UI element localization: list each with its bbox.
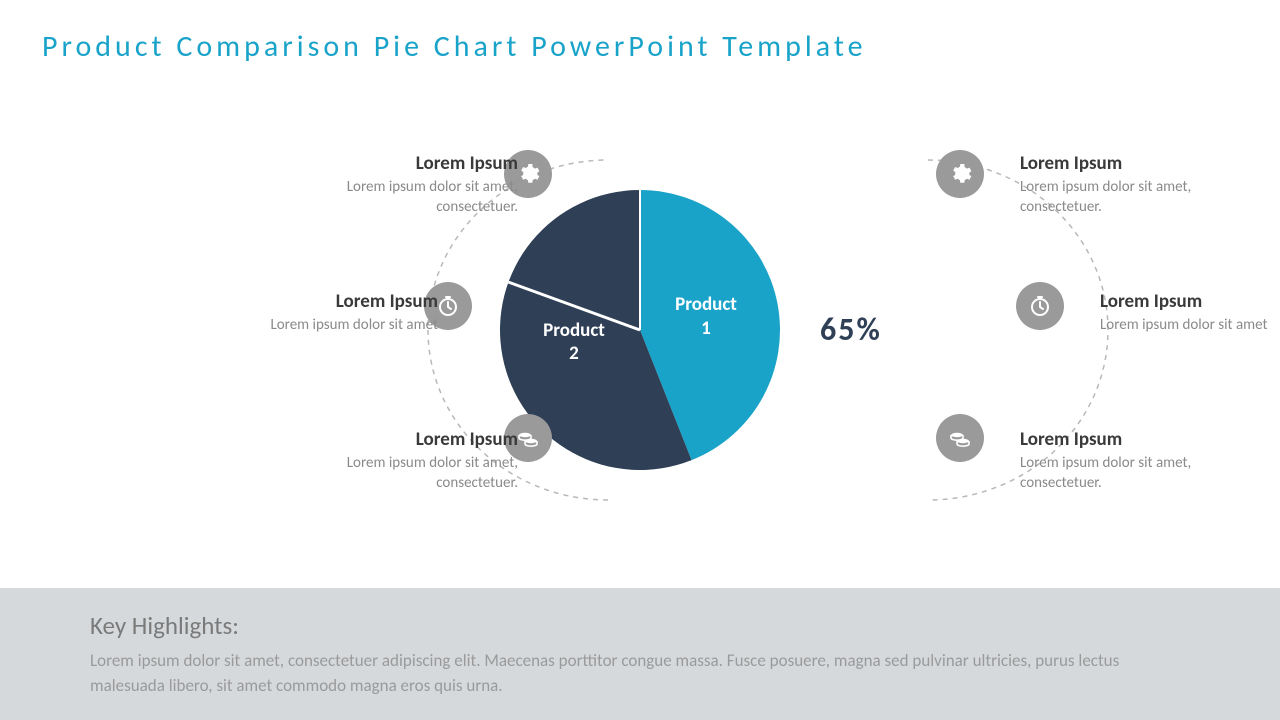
footer-title: Key Highlights:	[90, 610, 1190, 641]
callout-right-1: Lorem IpsumLorem ipsum dolor sit amet	[1100, 290, 1280, 335]
footer-body: Lorem ipsum dolor sit amet, consectetuer…	[90, 649, 1190, 698]
callout-title: Lorem Ipsum	[188, 290, 438, 313]
callout-body: Lorem ipsum dolor sit amet, consectetuer…	[268, 177, 518, 218]
gear-icon	[936, 150, 984, 198]
footer-bar: Key Highlights: Lorem ipsum dolor sit am…	[0, 588, 1280, 720]
callout-left-0: Lorem IpsumLorem ipsum dolor sit amet, c…	[268, 152, 518, 218]
callout-right-2: Lorem IpsumLorem ipsum dolor sit amet, c…	[1020, 428, 1270, 494]
callout-left-1: Lorem IpsumLorem ipsum dolor sit amet	[188, 290, 438, 335]
callout-body: Lorem ipsum dolor sit amet	[188, 315, 438, 335]
callout-left-2: Lorem IpsumLorem ipsum dolor sit amet, c…	[268, 428, 518, 494]
coins-icon	[936, 414, 984, 462]
callout-body: Lorem ipsum dolor sit amet, consectetuer…	[268, 453, 518, 494]
callout-body: Lorem ipsum dolor sit amet, consectetuer…	[1020, 453, 1270, 494]
percent-badge: 65%	[820, 310, 882, 349]
callout-right-0: Lorem IpsumLorem ipsum dolor sit amet, c…	[1020, 152, 1270, 218]
callout-title: Lorem Ipsum	[1020, 152, 1270, 175]
slide-title: Product Comparison Pie Chart PowerPoint …	[42, 28, 867, 65]
callout-body: Lorem ipsum dolor sit amet	[1100, 315, 1280, 335]
callout-title: Lorem Ipsum	[268, 152, 518, 175]
callout-body: Lorem ipsum dolor sit amet, consectetuer…	[1020, 177, 1270, 218]
slice-label-1: Product2	[529, 319, 619, 367]
clock-icon	[1016, 282, 1064, 330]
chart-area: Product1Product265%Lorem IpsumLorem ipsu…	[0, 120, 1280, 560]
callout-title: Lorem Ipsum	[268, 428, 518, 451]
slice-label-0: Product1	[661, 293, 751, 341]
callout-title: Lorem Ipsum	[1100, 290, 1280, 313]
callout-title: Lorem Ipsum	[1020, 428, 1270, 451]
